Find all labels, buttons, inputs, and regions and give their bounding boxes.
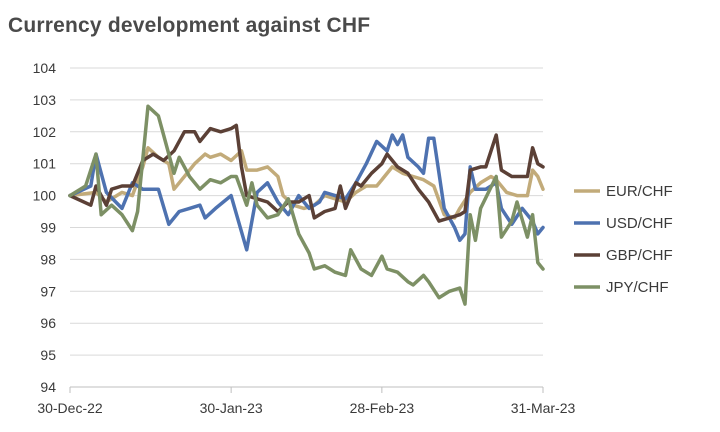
legend-label: JPY/CHF xyxy=(606,279,669,296)
y-tick-label: 101 xyxy=(33,156,57,172)
y-tick-label: 96 xyxy=(40,315,56,331)
x-tick-label: 31-Mar-23 xyxy=(511,400,576,416)
legend-label: USD/CHF xyxy=(606,215,673,232)
y-tick-label: 104 xyxy=(33,60,57,76)
series-line-usd-chf xyxy=(68,133,545,252)
y-tick-label: 98 xyxy=(40,251,56,267)
series-line-gbp-chf xyxy=(68,123,545,223)
chart-title: Currency development against CHF xyxy=(8,14,371,37)
y-tick-label: 99 xyxy=(40,220,56,236)
y-tick-label: 95 xyxy=(40,347,56,363)
series-lines xyxy=(68,104,545,306)
legend-label: EUR/CHF xyxy=(606,183,673,200)
y-tick-label: 97 xyxy=(40,283,56,299)
x-tick-label: 30-Dec-22 xyxy=(37,400,103,416)
x-tick-label: 28-Feb-23 xyxy=(350,400,415,416)
y-tick-label: 100 xyxy=(33,188,57,204)
gridlines xyxy=(70,67,543,356)
x-tick-label: 30-Jan-23 xyxy=(200,400,263,416)
y-tick-label: 94 xyxy=(40,379,56,395)
axes: 94 95 96 97 98 99 100 101 102 103 104 30-Dec-22 30-J… xyxy=(33,60,576,416)
series-line-jpy-chf xyxy=(68,104,545,306)
y-tick-label: 102 xyxy=(33,124,57,140)
legend: EUR/CHF USD/CHF GBP/CHF JPY/CHF xyxy=(574,183,673,296)
y-tick-label: 103 xyxy=(33,92,57,108)
legend-label: GBP/CHF xyxy=(606,247,673,264)
